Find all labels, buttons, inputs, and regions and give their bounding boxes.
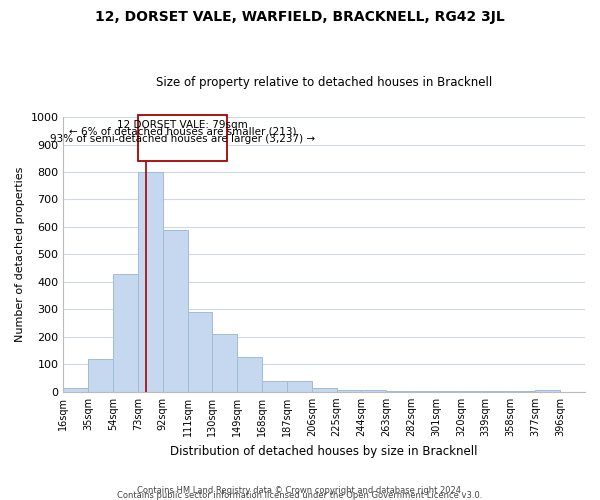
- X-axis label: Distribution of detached houses by size in Bracknell: Distribution of detached houses by size …: [170, 444, 478, 458]
- Y-axis label: Number of detached properties: Number of detached properties: [15, 166, 25, 342]
- Text: 12 DORSET VALE: 79sqm: 12 DORSET VALE: 79sqm: [117, 120, 248, 130]
- Bar: [361, 390, 386, 392]
- Title: Size of property relative to detached houses in Bracknell: Size of property relative to detached ho…: [156, 76, 493, 90]
- Bar: [312, 388, 337, 392]
- Bar: [138, 115, 227, 161]
- Bar: [212, 334, 237, 392]
- Text: Contains HM Land Registry data © Crown copyright and database right 2024.: Contains HM Land Registry data © Crown c…: [137, 486, 463, 495]
- Bar: [188, 312, 212, 392]
- Text: Contains public sector information licensed under the Open Government Licence v3: Contains public sector information licen…: [118, 491, 482, 500]
- Bar: [113, 274, 138, 392]
- Bar: [237, 358, 262, 392]
- Text: 12, DORSET VALE, WARFIELD, BRACKNELL, RG42 3JL: 12, DORSET VALE, WARFIELD, BRACKNELL, RG…: [95, 10, 505, 24]
- Bar: [64, 388, 88, 392]
- Bar: [337, 390, 361, 392]
- Text: 93% of semi-detached houses are larger (3,237) →: 93% of semi-detached houses are larger (…: [50, 134, 315, 143]
- Bar: [535, 390, 560, 392]
- Bar: [163, 230, 188, 392]
- Bar: [262, 381, 287, 392]
- Bar: [88, 359, 113, 392]
- Bar: [287, 381, 312, 392]
- Text: ← 6% of detached houses are smaller (213): ← 6% of detached houses are smaller (213…: [68, 126, 296, 136]
- Bar: [138, 172, 163, 392]
